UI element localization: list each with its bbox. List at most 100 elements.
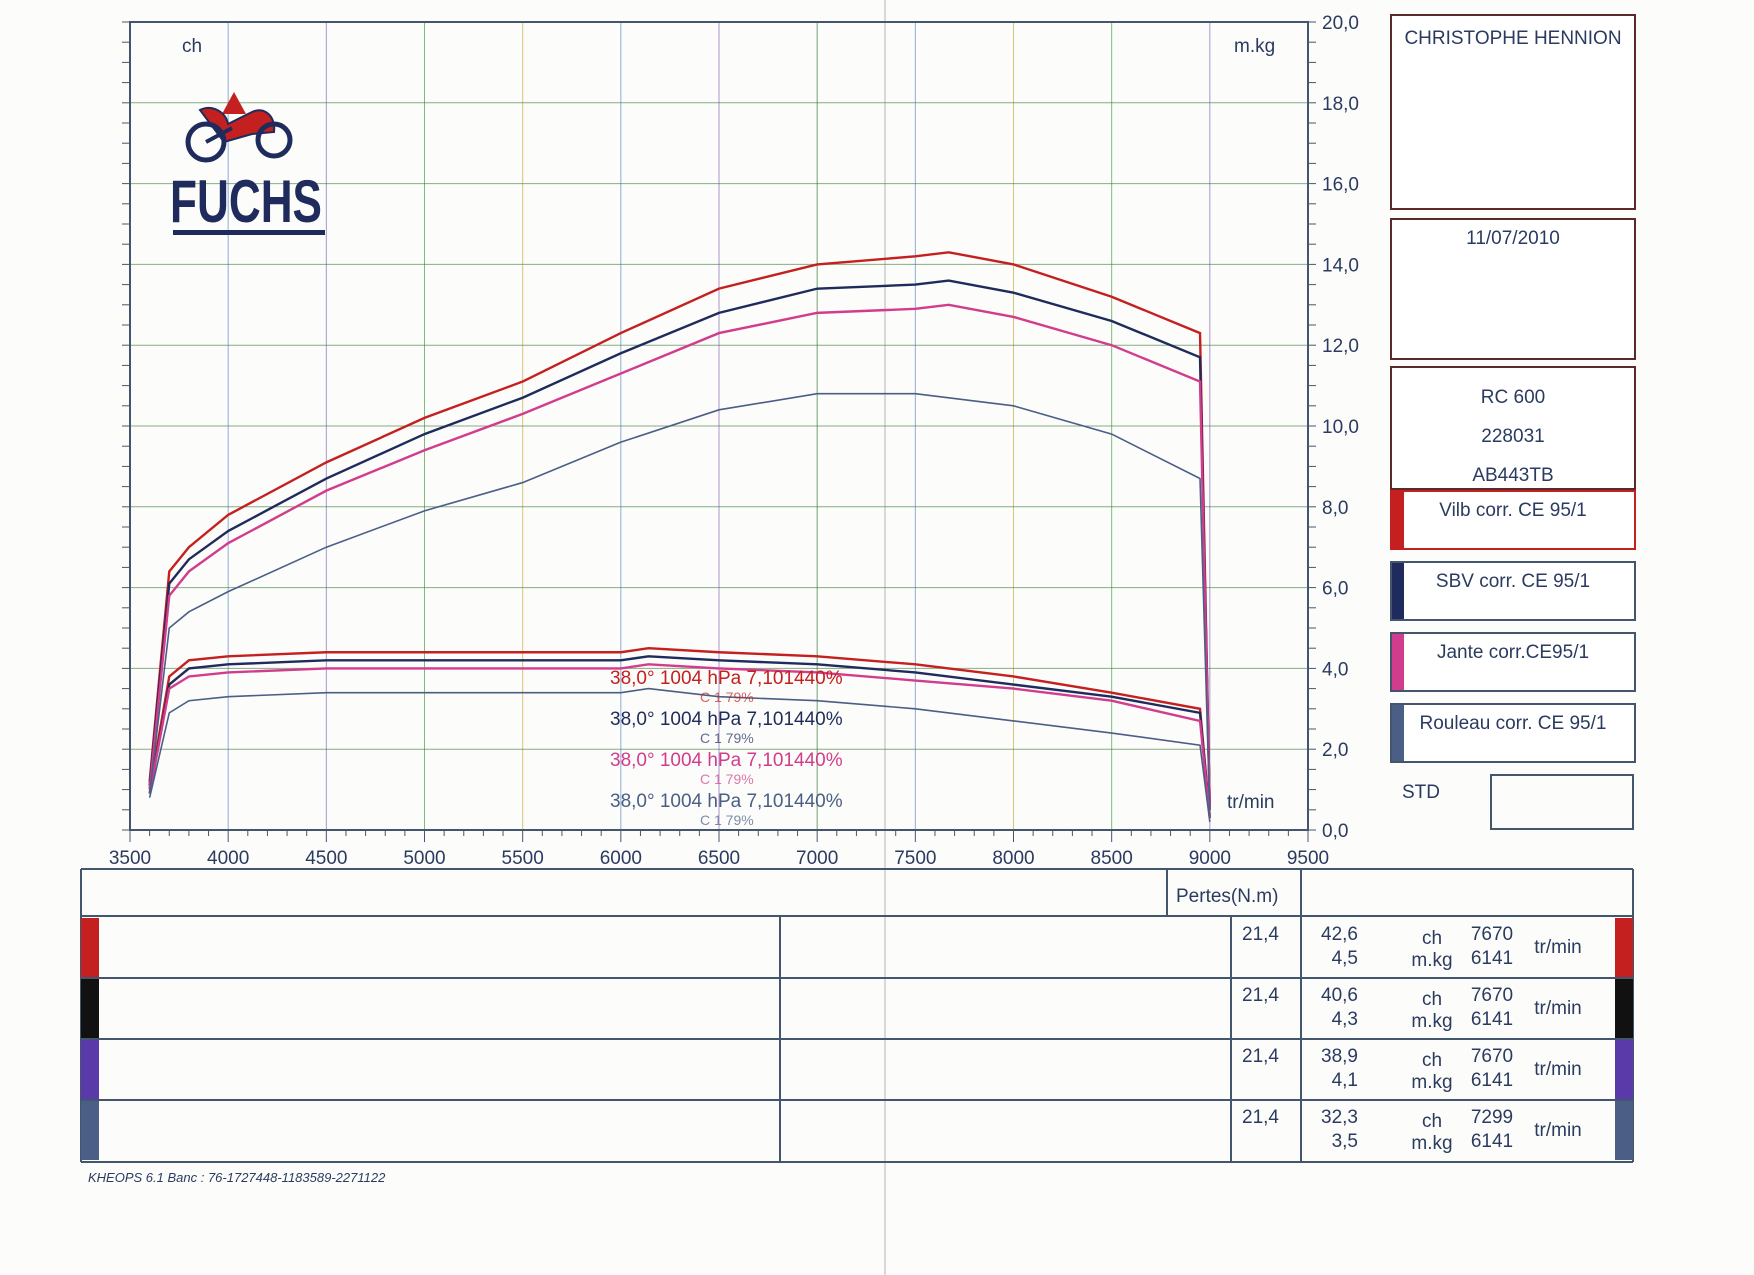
legend-entry: Jante corr.CE95/1 xyxy=(1390,632,1636,692)
x-tick-label: 5000 xyxy=(403,848,445,869)
y-tick-label: 0,0 xyxy=(1322,821,1348,842)
row-torque-unit: m.kg xyxy=(1411,1011,1452,1032)
row-power-unit: ch xyxy=(1422,1050,1442,1071)
row-power: 40,6 xyxy=(1321,985,1358,1006)
row-rpm-unit: tr/min xyxy=(1534,1059,1582,1080)
legend-label: Vilb corr. CE 95/1 xyxy=(1439,500,1587,521)
x-axis-label: tr/min xyxy=(1227,792,1275,813)
legend-entry: SBV corr. CE 95/1 xyxy=(1390,561,1636,621)
row-color-right xyxy=(1615,918,1633,977)
date-box: 11/07/2010 xyxy=(1390,218,1636,360)
power-curve-4 xyxy=(148,392,1211,814)
customer-name-box: CHRISTOPHE HENNION xyxy=(1390,14,1636,210)
x-tick-label: 8500 xyxy=(1091,848,1133,869)
test-date: 11/07/2010 xyxy=(1466,228,1560,249)
row-torque-rpm: 6141 xyxy=(1471,1009,1513,1030)
x-tick-label: 8000 xyxy=(992,848,1034,869)
y-tick-label: 10,0 xyxy=(1322,417,1359,438)
y-tick-label: 2,0 xyxy=(1322,740,1348,761)
conditions-sub-annotation: C 1 79% xyxy=(700,812,754,828)
conditions-annotation: 38,0° 1004 hPa 7,101440% xyxy=(610,791,843,812)
y-tick-label: 14,0 xyxy=(1322,255,1359,276)
legend-swatch xyxy=(1392,705,1404,761)
customer-name: CHRISTOPHE HENNION xyxy=(1404,28,1622,49)
row-torque: 4,1 xyxy=(1332,1070,1358,1091)
row-color-left xyxy=(81,918,99,977)
row-power-rpm: 7670 xyxy=(1471,1046,1513,1067)
conditions-annotation: 38,0° 1004 hPa 7,101440% xyxy=(610,709,843,730)
y-tick-label: 4,0 xyxy=(1322,659,1348,680)
row-torque-rpm: 6141 xyxy=(1471,948,1513,969)
std-box xyxy=(1490,774,1634,830)
y-tick-label: 12,0 xyxy=(1322,336,1359,357)
chart-series xyxy=(148,251,1212,823)
row-color-left xyxy=(81,1101,99,1160)
paper-crease xyxy=(884,0,886,1275)
row-power-unit: ch xyxy=(1422,928,1442,949)
legend-entry: Rouleau corr. CE 95/1 xyxy=(1390,703,1636,763)
conditions-annotation: 38,0° 1004 hPa 7,101440% xyxy=(610,668,843,689)
results-table: Pertes(N.m)21,4 42,64,5chm.kg76706141tr/m… xyxy=(80,868,1634,1163)
power-curve-1 xyxy=(148,251,1212,810)
right-unit-label: m.kg xyxy=(1234,36,1275,57)
row-torque-unit: m.kg xyxy=(1411,1133,1452,1154)
conditions-sub-annotation: C 1 79% xyxy=(700,771,754,787)
fuchs-logo: FUCHS xyxy=(170,92,325,235)
row-color-right xyxy=(1615,1040,1633,1099)
row-torque-unit: m.kg xyxy=(1411,950,1452,971)
legend-entry: Vilb corr. CE 95/1 xyxy=(1390,490,1636,550)
row-power: 38,9 xyxy=(1321,1046,1358,1067)
row-color-right xyxy=(1615,1101,1633,1160)
row-power-rpm: 7670 xyxy=(1471,924,1513,945)
x-tick-label: 4500 xyxy=(305,848,347,869)
dyno-chart: 3500 4000 4500 5000 5500 6000 6500 7000 7500 8000… xyxy=(109,13,1359,869)
row-torque-rpm: 6141 xyxy=(1471,1070,1513,1091)
x-tick-label: 7000 xyxy=(796,848,838,869)
chart-annotations: 38,0° 1004 hPa 7,101440%C 1 79%38,0° 100… xyxy=(610,668,843,828)
y-tick-label: 8,0 xyxy=(1322,498,1348,519)
row-power-unit: ch xyxy=(1422,989,1442,1010)
row-losses: 21,4 xyxy=(1242,924,1279,945)
power-curve-3 xyxy=(148,303,1212,810)
conditions-sub-annotation: C 1 79% xyxy=(700,730,754,746)
row-losses: 21,4 xyxy=(1242,1107,1279,1128)
x-tick-label: 9500 xyxy=(1287,848,1329,869)
footer-software: KHEOPS 6.1 Banc : 76-1727448-1183589-227… xyxy=(88,1170,386,1185)
row-losses: 21,4 xyxy=(1242,1046,1279,1067)
legend-label: Rouleau corr. CE 95/1 xyxy=(1419,713,1607,734)
row-color-left xyxy=(81,1040,99,1099)
y-tick-label: 6,0 xyxy=(1322,579,1348,600)
torque-curve-1 xyxy=(148,646,1212,818)
legend-label: SBV corr. CE 95/1 xyxy=(1435,571,1591,592)
row-power-unit: ch xyxy=(1422,1111,1442,1132)
row-power: 42,6 xyxy=(1321,924,1358,945)
legend-label: Jante corr.CE95/1 xyxy=(1436,642,1590,663)
row-torque: 3,5 xyxy=(1332,1131,1358,1152)
left-unit-label: ch xyxy=(182,36,202,57)
legend-swatch xyxy=(1392,563,1404,619)
power-curve-2 xyxy=(148,279,1212,810)
row-torque-rpm: 6141 xyxy=(1471,1131,1513,1152)
legend-swatch xyxy=(1392,634,1404,690)
chart-axes: 3500 4000 4500 5000 5500 6000 6500 7000 7500 8000… xyxy=(109,13,1359,869)
losses-header: Pertes(N.m) xyxy=(1176,886,1278,907)
vehicle-code: 228031 xyxy=(1481,426,1545,447)
row-power-rpm: 7299 xyxy=(1471,1107,1513,1128)
y-tick-label: 16,0 xyxy=(1322,175,1359,196)
vehicle-model: RC 600 xyxy=(1480,387,1546,408)
row-losses: 21,4 xyxy=(1242,985,1279,1006)
row-torque-unit: m.kg xyxy=(1411,1072,1452,1093)
row-rpm-unit: tr/min xyxy=(1534,998,1582,1019)
x-tick-label: 6000 xyxy=(600,848,642,869)
std-label: STD xyxy=(1402,782,1440,803)
x-tick-label: 5500 xyxy=(502,848,544,869)
y-tick-label: 20,0 xyxy=(1322,13,1359,34)
x-tick-label: 6500 xyxy=(698,848,740,869)
conditions-sub-annotation: C 1 79% xyxy=(700,689,754,705)
x-tick-label: 7500 xyxy=(894,848,936,869)
vehicle-plate: AB443TB xyxy=(1472,465,1554,486)
legend-swatch xyxy=(1392,492,1404,548)
row-color-right xyxy=(1615,979,1633,1038)
row-color-left xyxy=(81,979,99,1038)
torque-curve-3 xyxy=(148,663,1212,819)
